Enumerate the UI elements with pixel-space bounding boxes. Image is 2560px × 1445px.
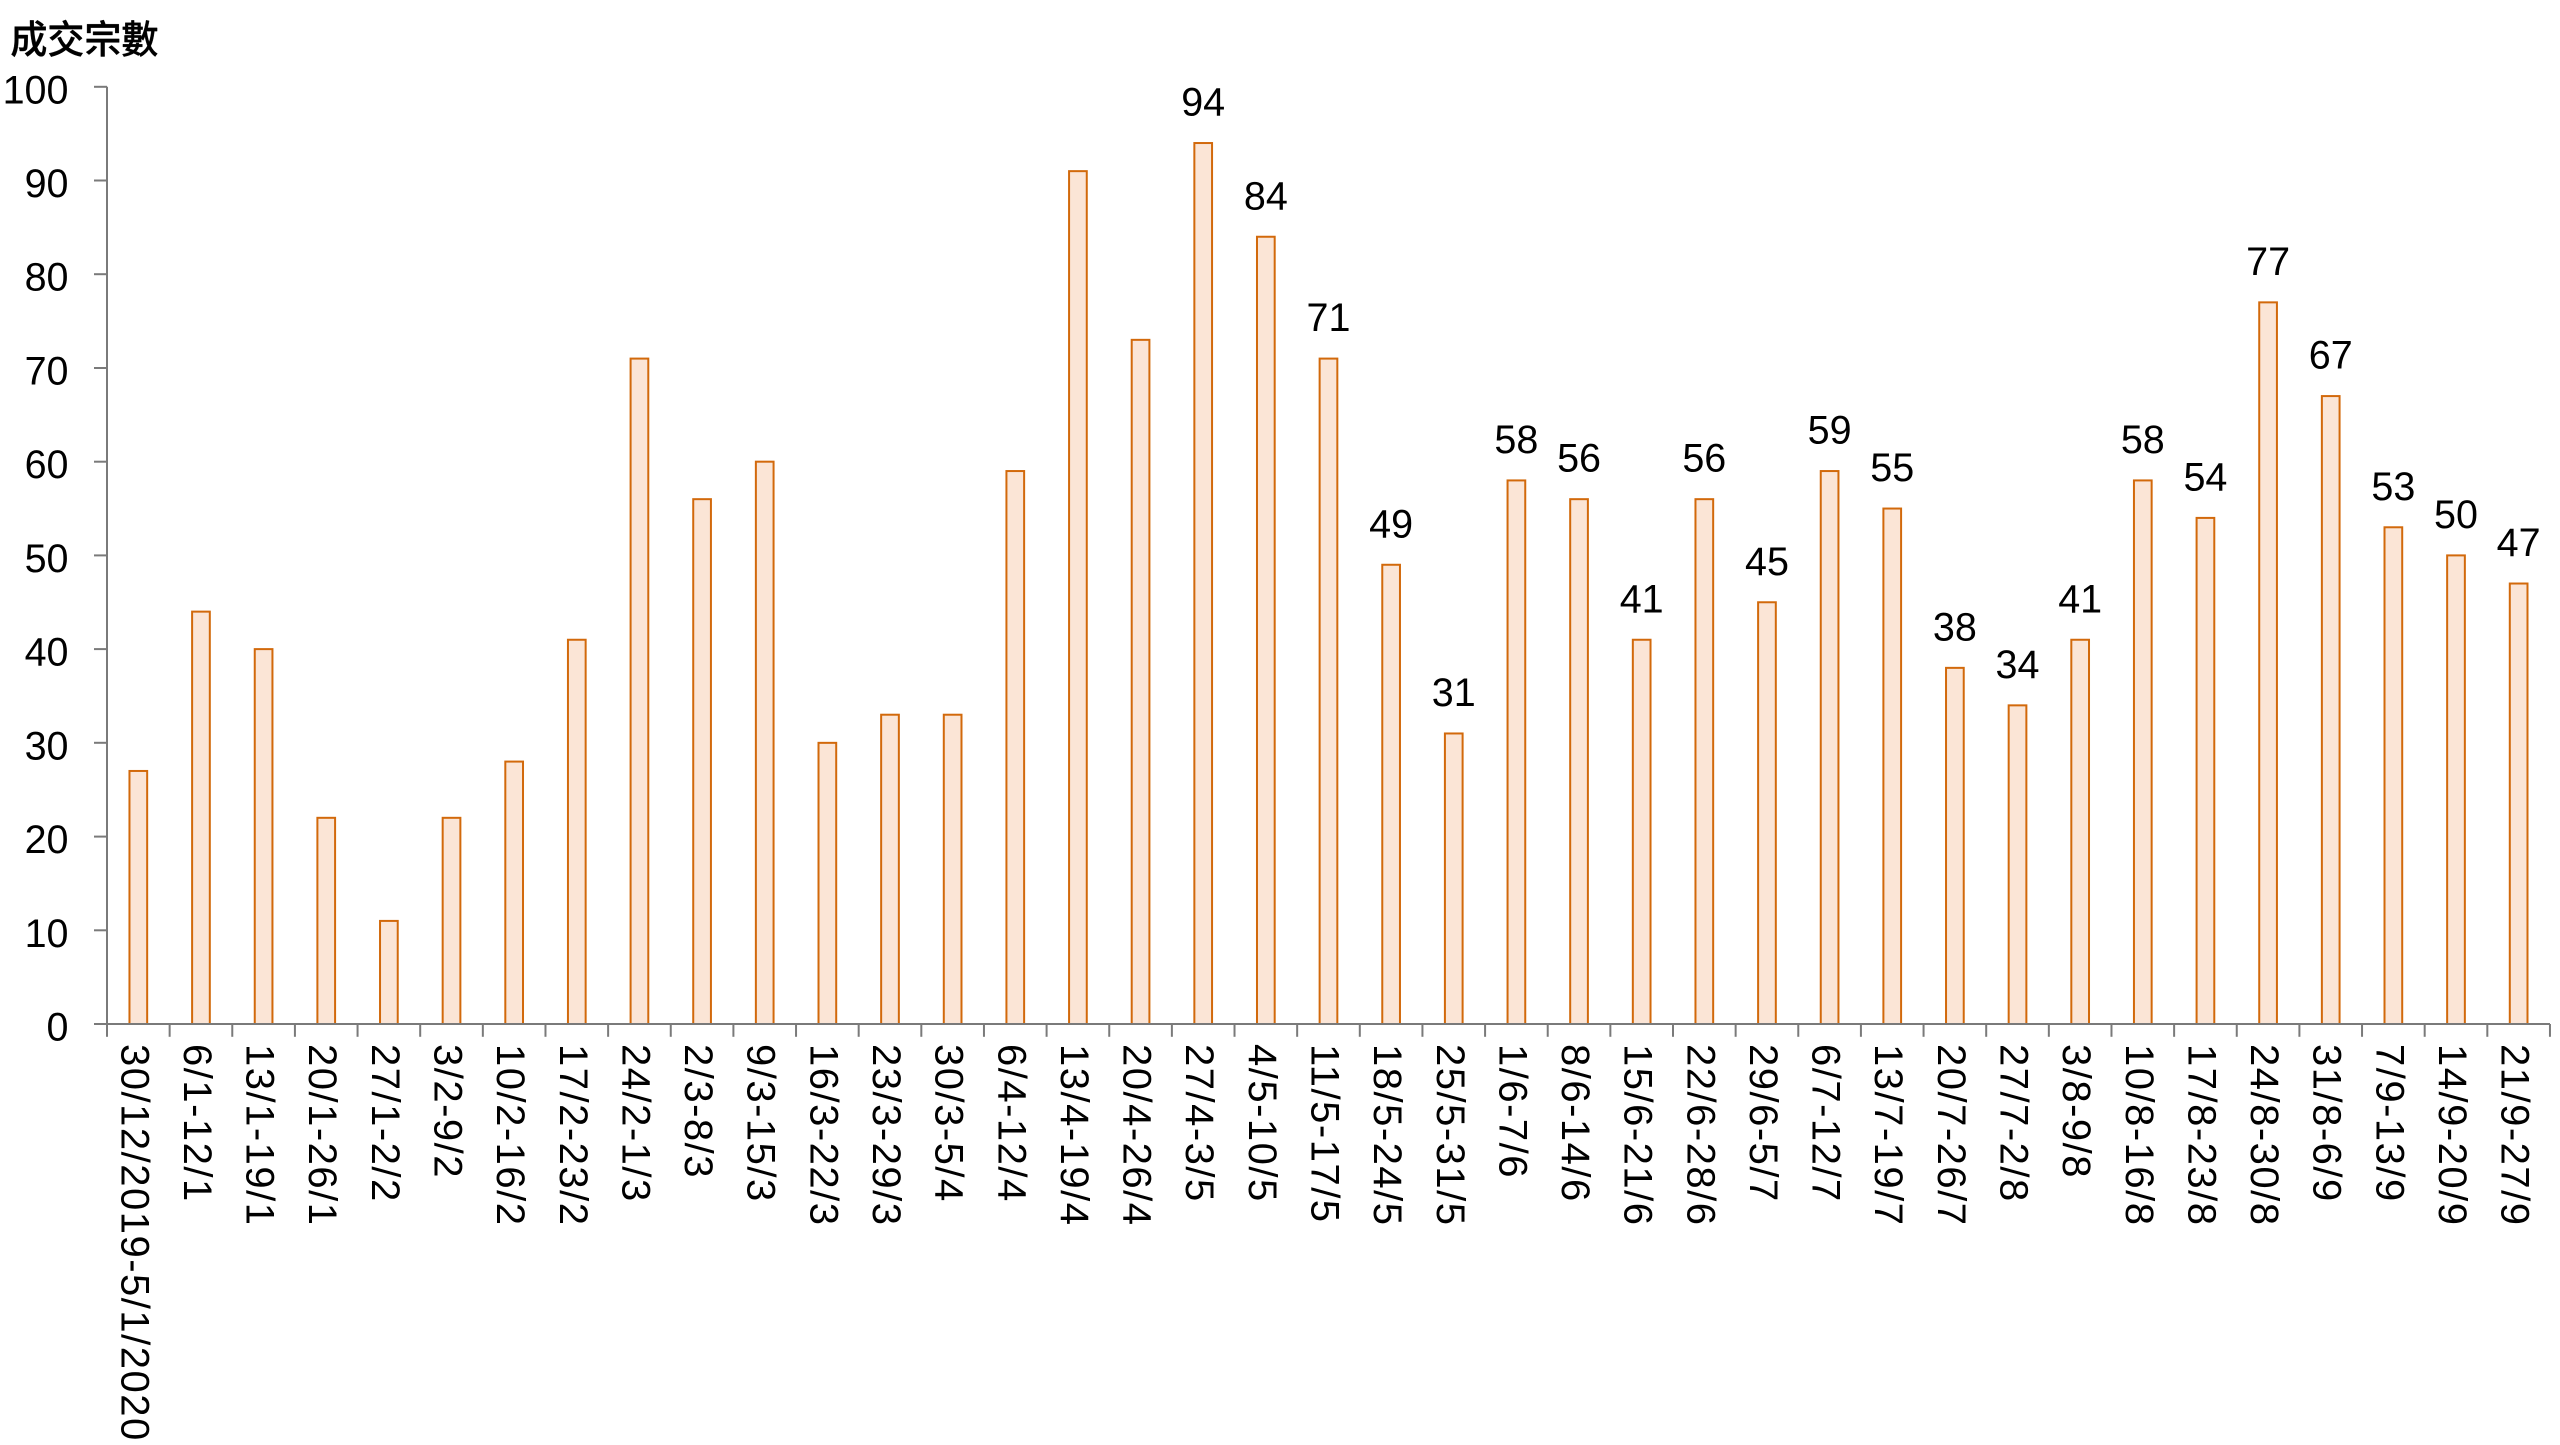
svg-text:3/8-9/8: 3/8-9/8	[2054, 1044, 2098, 1179]
svg-text:10/2-16/2: 10/2-16/2	[488, 1044, 532, 1227]
svg-text:50: 50	[2434, 493, 2478, 537]
svg-text:34: 34	[1996, 643, 2040, 687]
svg-text:94: 94	[1181, 81, 1225, 125]
svg-text:6/1-12/1: 6/1-12/1	[175, 1044, 219, 1203]
svg-text:1/6-7/6: 1/6-7/6	[1490, 1044, 1534, 1179]
svg-text:23/3-29/3: 23/3-29/3	[864, 1044, 908, 1227]
svg-text:4/5-10/5: 4/5-10/5	[1240, 1044, 1284, 1203]
svg-text:80: 80	[25, 256, 69, 300]
svg-text:0: 0	[47, 1006, 69, 1050]
svg-text:77: 77	[2246, 240, 2290, 284]
svg-text:29/6-5/7: 29/6-5/7	[1741, 1044, 1785, 1203]
svg-text:11/5-17/5: 11/5-17/5	[1302, 1044, 1346, 1224]
svg-text:30/3-5/4: 30/3-5/4	[927, 1044, 971, 1203]
svg-text:16/3-22/3: 16/3-22/3	[801, 1044, 845, 1227]
svg-text:31/8-6/9: 31/8-6/9	[2305, 1044, 2349, 1203]
svg-text:30/12/2019-5/1/2020: 30/12/2019-5/1/2020	[112, 1044, 156, 1440]
svg-text:13/1-19/1: 13/1-19/1	[238, 1044, 282, 1227]
svg-text:10: 10	[25, 912, 69, 956]
svg-text:10/8-16/8: 10/8-16/8	[2117, 1044, 2161, 1227]
svg-text:3/2-9/2: 3/2-9/2	[426, 1044, 470, 1179]
svg-text:13/7-19/7: 13/7-19/7	[1866, 1044, 1910, 1227]
svg-text:56: 56	[1682, 437, 1726, 481]
svg-text:56: 56	[1557, 437, 1601, 481]
svg-text:54: 54	[2183, 455, 2227, 499]
svg-text:27/1-2/2: 27/1-2/2	[363, 1044, 407, 1203]
svg-text:31: 31	[1432, 671, 1476, 715]
svg-text:2/3-8/3: 2/3-8/3	[676, 1044, 720, 1179]
svg-text:40: 40	[25, 631, 69, 675]
svg-text:18/5-24/5: 18/5-24/5	[1365, 1044, 1409, 1227]
svg-text:13/4-19/4: 13/4-19/4	[1052, 1044, 1096, 1227]
svg-text:21/9-27/9: 21/9-27/9	[2493, 1044, 2537, 1227]
svg-text:67: 67	[2309, 334, 2353, 378]
svg-text:41: 41	[1620, 577, 1664, 621]
svg-text:24/8-30/8: 24/8-30/8	[2242, 1044, 2286, 1227]
svg-text:17/8-23/8: 17/8-23/8	[2179, 1044, 2223, 1227]
svg-text:55: 55	[1870, 446, 1914, 490]
svg-text:49: 49	[1369, 502, 1413, 546]
svg-text:47: 47	[2497, 521, 2541, 565]
svg-text:7/9-13/9: 7/9-13/9	[2367, 1044, 2411, 1203]
svg-text:50: 50	[25, 537, 69, 581]
svg-text:15/6-21/6: 15/6-21/6	[1616, 1044, 1660, 1227]
svg-text:45: 45	[1745, 540, 1789, 584]
svg-text:17/2-23/2: 17/2-23/2	[551, 1044, 595, 1227]
svg-text:90: 90	[25, 162, 69, 206]
svg-text:84: 84	[1244, 174, 1288, 218]
svg-text:6/7-12/7: 6/7-12/7	[1804, 1044, 1848, 1203]
svg-text:27/4-3/5: 27/4-3/5	[1177, 1044, 1221, 1203]
svg-text:100: 100	[3, 68, 69, 112]
svg-text:30: 30	[25, 724, 69, 768]
svg-text:41: 41	[2058, 577, 2102, 621]
svg-text:24/2-1/3: 24/2-1/3	[613, 1044, 657, 1203]
svg-text:20: 20	[25, 818, 69, 862]
svg-text:20/7-26/7: 20/7-26/7	[1929, 1044, 1973, 1227]
svg-text:20/1-26/1: 20/1-26/1	[300, 1044, 344, 1227]
svg-text:6/4-12/4: 6/4-12/4	[989, 1044, 1033, 1203]
svg-text:71: 71	[1307, 296, 1351, 340]
svg-text:8/6-14/6: 8/6-14/6	[1553, 1044, 1597, 1203]
svg-text:20/4-26/4: 20/4-26/4	[1115, 1044, 1159, 1227]
svg-text:59: 59	[1808, 409, 1852, 453]
svg-text:58: 58	[1494, 418, 1538, 462]
svg-text:58: 58	[2121, 418, 2165, 462]
svg-text:22/6-28/6: 22/6-28/6	[1678, 1044, 1722, 1227]
svg-text:53: 53	[2371, 465, 2415, 509]
svg-text:25/5-31/5: 25/5-31/5	[1428, 1044, 1472, 1227]
svg-text:70: 70	[25, 350, 69, 394]
svg-text:38: 38	[1933, 605, 1977, 649]
svg-text:60: 60	[25, 443, 69, 487]
svg-text:14/9-20/9: 14/9-20/9	[2430, 1044, 2474, 1227]
svg-text:27/7-2/8: 27/7-2/8	[1992, 1044, 2036, 1203]
svg-text:9/3-15/3: 9/3-15/3	[739, 1044, 783, 1203]
